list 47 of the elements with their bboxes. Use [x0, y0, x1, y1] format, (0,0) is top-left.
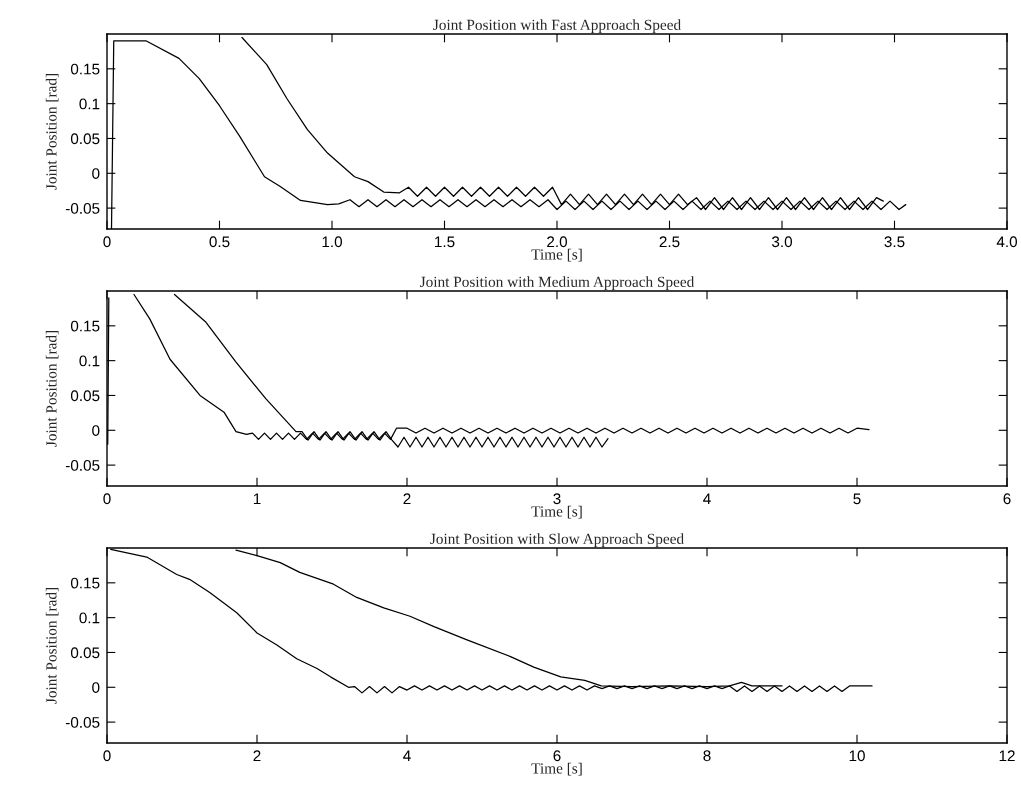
- x-tick-label: 3.0: [771, 236, 793, 248]
- x-tick-label: 5: [853, 493, 861, 505]
- x-tick-label: 2: [253, 750, 261, 762]
- x-tick-label: 4.0: [996, 236, 1018, 248]
- y-axis-title: Joint Position [rad]: [45, 588, 59, 704]
- x-tick-label: 0: [103, 750, 111, 762]
- y-tick-label: -0.05: [65, 716, 100, 728]
- x-axis-title: Time [s]: [531, 762, 582, 776]
- x-tick-label: 2: [403, 493, 411, 505]
- x-tick-label: 1.0: [322, 236, 343, 248]
- x-tick-label: 3: [553, 493, 561, 505]
- x-tick-label: 4: [703, 493, 711, 505]
- y-tick-label: 0.15: [70, 320, 100, 332]
- x-tick-label: 10: [849, 750, 865, 762]
- x-tick-label: 0.5: [209, 236, 230, 248]
- x-tick-label: 2.0: [547, 236, 568, 248]
- y-tick-label: 0.1: [79, 612, 100, 624]
- x-tick-label: 1.5: [435, 236, 455, 248]
- chart-title: Joint Position with Slow Approach Speed: [430, 533, 684, 548]
- chart-title: Joint Position with Fast Approach Speed: [433, 19, 681, 34]
- y-tick-label: 0: [92, 682, 100, 693]
- x-tick-label: 0: [103, 236, 111, 248]
- y-tick-label: 0: [92, 425, 100, 436]
- y-tick-label: 0.15: [70, 63, 100, 75]
- x-tick-label: 4: [403, 750, 411, 762]
- y-axis-title: Joint Position [rad]: [45, 331, 59, 447]
- y-tick-label: -0.05: [65, 459, 100, 471]
- y-axis-title: Joint Position [rad]: [45, 74, 59, 190]
- y-tick-label: 0.05: [70, 647, 100, 659]
- x-tick-label: 2.5: [659, 236, 680, 248]
- y-tick-label: 0: [92, 168, 100, 179]
- y-tick-label: 0.05: [70, 133, 100, 145]
- y-tick-label: 0.15: [70, 577, 100, 589]
- x-tick-label: 1: [253, 493, 261, 505]
- y-tick-label: 0.1: [79, 355, 100, 367]
- x-tick-label: 6: [1003, 493, 1011, 505]
- x-tick-label: 8: [703, 750, 711, 762]
- x-tick-label: 0: [103, 493, 111, 505]
- x-tick-label: 12: [999, 750, 1015, 762]
- x-axis-title: Time [s]: [531, 505, 582, 519]
- x-axis-title: Time [s]: [531, 248, 582, 262]
- y-tick-label: -0.05: [65, 202, 100, 214]
- y-tick-label: 0.1: [79, 98, 100, 110]
- y-tick-label: 0.05: [70, 390, 100, 402]
- chart-title: Joint Position with Medium Approach Speed: [420, 276, 695, 291]
- x-tick-label: 3.5: [884, 236, 905, 248]
- x-tick-label: 6: [553, 750, 561, 762]
